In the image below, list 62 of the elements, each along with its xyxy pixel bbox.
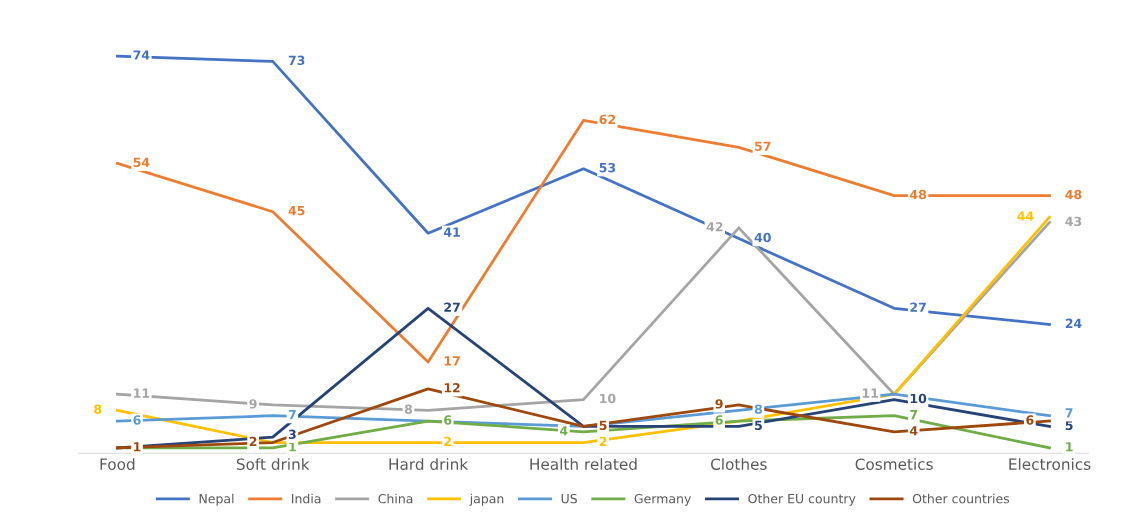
data-label: 54 xyxy=(133,157,150,168)
data-label: 7 xyxy=(910,410,918,420)
data-label: 45 xyxy=(288,206,305,216)
data-label: 57 xyxy=(755,141,771,151)
data-label: 2 xyxy=(444,436,451,446)
data-label: 12 xyxy=(444,383,460,393)
data-label: 48 xyxy=(1065,189,1082,200)
data-label: 27 xyxy=(910,302,926,312)
data-label: 5 xyxy=(599,420,607,431)
data-label: 5 xyxy=(1065,420,1073,431)
data-label: 9 xyxy=(249,399,257,409)
data-label: 4 xyxy=(560,426,568,436)
x-tick-label: Food xyxy=(100,458,135,470)
data-label: 53 xyxy=(599,162,616,173)
data-label: 48 xyxy=(909,189,927,200)
data-label: 6 xyxy=(715,415,723,425)
x-tick-label: Hard drink xyxy=(389,458,469,470)
x-tick-label: Clothes xyxy=(711,458,767,470)
data-label: 24 xyxy=(1065,318,1082,328)
legend-label: Germany xyxy=(634,493,691,506)
data-label: 5 xyxy=(755,420,762,431)
data-label: 1 xyxy=(289,442,296,452)
data-label: 6 xyxy=(444,415,452,425)
data-label: 9 xyxy=(715,399,723,409)
data-label: 17 xyxy=(444,356,460,366)
data-label: 7 xyxy=(288,410,296,420)
x-tick-label: Electronics xyxy=(1009,458,1091,470)
data-label: 2 xyxy=(599,436,607,446)
data-label: 11 xyxy=(862,388,879,398)
data-label: 43 xyxy=(1065,216,1082,227)
legend-label: japan xyxy=(469,493,504,506)
x-tick-label: Soft drink xyxy=(236,458,310,470)
data-label: 27 xyxy=(444,302,460,312)
data-label: 8 xyxy=(404,404,413,414)
data-label: 8 xyxy=(754,404,762,414)
data-label: 2 xyxy=(249,436,257,446)
data-label: 41 xyxy=(443,227,460,237)
data-label: 74 xyxy=(133,50,150,60)
data-label: 7 xyxy=(1065,408,1073,418)
data-label: 1 xyxy=(134,442,141,452)
data-label: 10 xyxy=(910,393,927,404)
data-label: 6 xyxy=(1026,415,1034,425)
data-label: 10 xyxy=(600,393,616,404)
legend-label: Nepal xyxy=(199,493,234,506)
data-label: 44 xyxy=(1017,211,1034,221)
x-tick-label: Health related xyxy=(530,458,637,470)
data-label: 6 xyxy=(133,415,141,425)
data-label: 73 xyxy=(288,55,305,66)
data-label: 42 xyxy=(706,222,723,232)
data-label: 40 xyxy=(754,232,771,243)
data-label: 8 xyxy=(94,404,102,414)
legend-label: Other countries xyxy=(912,493,1010,504)
legend-label: Other EU country xyxy=(748,493,856,506)
data-label: 4 xyxy=(909,426,918,436)
x-tick-label: Cosmetics xyxy=(855,458,933,470)
legend-label: China xyxy=(378,493,413,504)
data-label: 1 xyxy=(1066,442,1073,452)
data-label: 3 xyxy=(288,429,296,440)
data-label: 62 xyxy=(599,114,616,125)
legend-label: US xyxy=(561,493,577,504)
data-label: 11 xyxy=(134,388,150,398)
legend-label: India xyxy=(292,493,321,504)
